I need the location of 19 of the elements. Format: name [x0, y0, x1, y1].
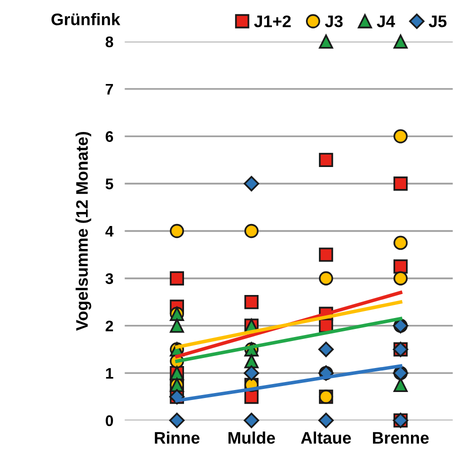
y-tick-label: 3	[105, 273, 114, 284]
y-tick-label: 4	[105, 226, 114, 237]
chart-title: Grünfink	[52, 13, 120, 26]
legend-label: J5	[428, 16, 447, 28]
y-tick-label: 5	[106, 178, 114, 190]
y-tick-label: 0	[106, 415, 114, 426]
x-tick-label: Brenne	[372, 432, 429, 444]
y-tick-label: 6	[106, 131, 114, 142]
y-tick-label: 2	[106, 320, 114, 332]
legend-label: J4	[376, 16, 396, 28]
y-tick-label: 1	[106, 368, 114, 379]
x-tick-label: Rinne	[154, 432, 200, 444]
legend-label: J3	[324, 15, 343, 28]
x-tick-label: Altaue	[300, 432, 351, 444]
y-axis-title: Vogelsumme (12 Monate)	[76, 132, 92, 331]
y-tick-label: 7	[106, 84, 113, 94]
legend-label: J1+2	[254, 15, 291, 28]
x-tick-label: Mulde	[228, 432, 275, 444]
y-tick-label: 8	[106, 36, 114, 48]
